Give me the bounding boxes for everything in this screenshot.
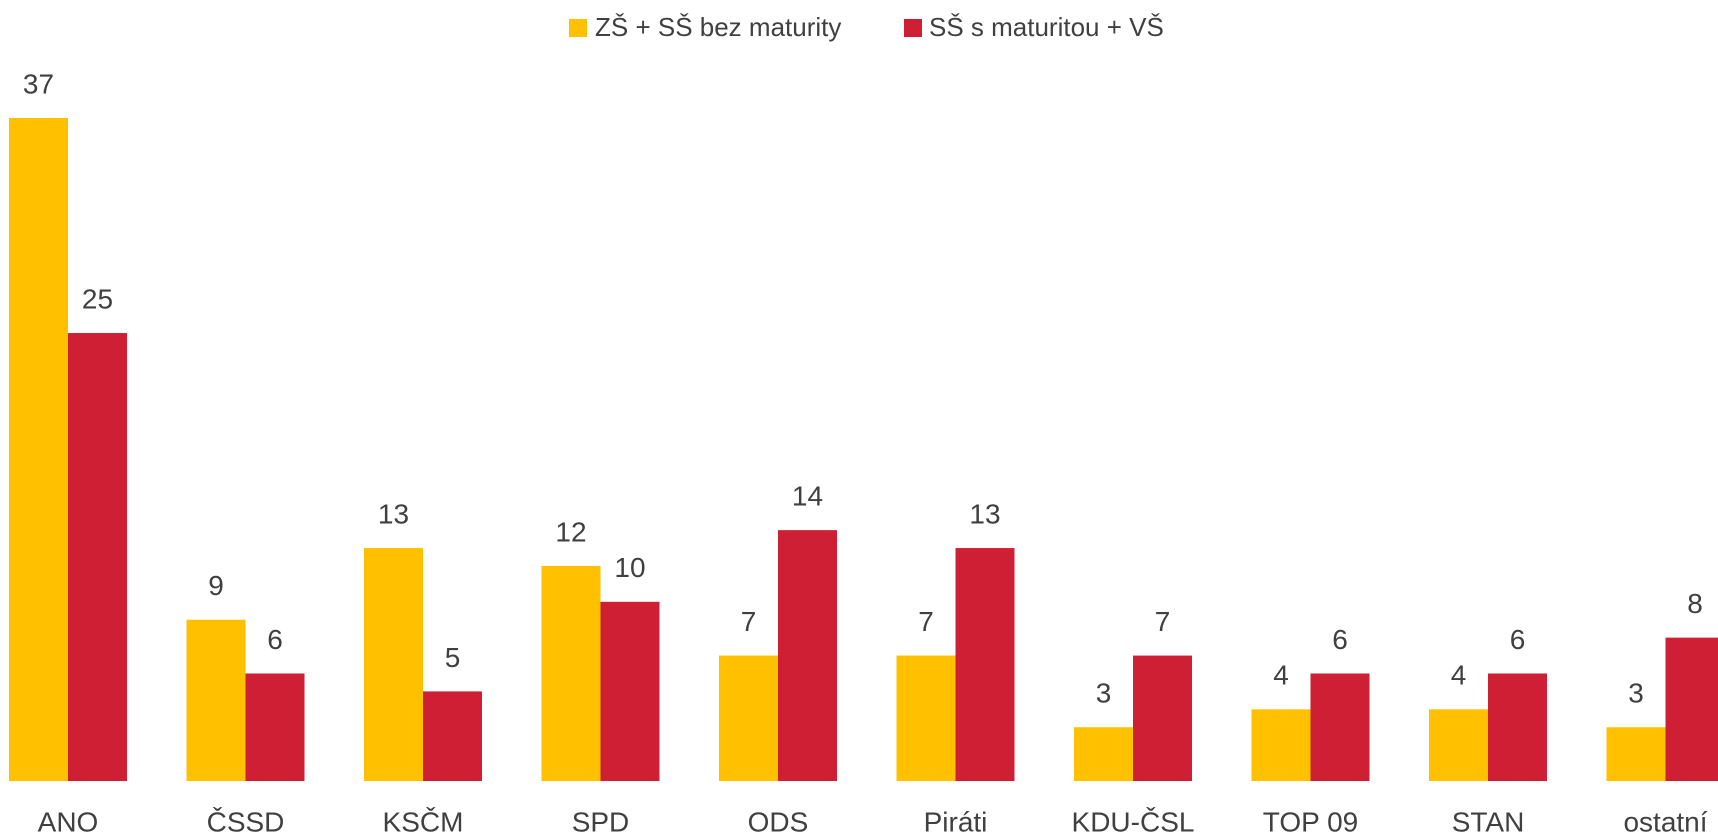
- data-label: 4: [1273, 660, 1289, 691]
- data-label: 5: [445, 642, 461, 673]
- bar: [364, 548, 423, 781]
- bar: [896, 655, 956, 781]
- bar: [1310, 673, 1370, 781]
- legend-label: ZŠ + SŠ bez maturity: [595, 12, 841, 42]
- bar: [955, 548, 1015, 781]
- bar: [186, 619, 246, 781]
- data-label: 4: [1451, 660, 1467, 691]
- bar: [1074, 727, 1133, 781]
- data-label: 12: [555, 516, 586, 547]
- legend-label: SŠ s maturitou + VŠ: [929, 12, 1164, 42]
- data-label: 6: [1510, 624, 1526, 655]
- x-tick-label: KDU-ČSL: [1072, 806, 1195, 836]
- data-label: 13: [378, 498, 409, 529]
- bar: [1251, 709, 1311, 781]
- bar: [9, 118, 68, 781]
- x-tick-label: TOP 09: [1263, 806, 1358, 836]
- data-label: 6: [267, 624, 283, 655]
- x-tick-label: ostatní: [1623, 806, 1707, 836]
- legend-swatch: [904, 19, 922, 37]
- bar: [778, 530, 837, 781]
- data-label: 14: [792, 481, 823, 512]
- data-label: 7: [741, 606, 757, 637]
- data-label: 9: [208, 570, 224, 601]
- bar: [719, 655, 778, 781]
- data-label: 3: [1096, 678, 1112, 709]
- x-tick-label: Piráti: [924, 806, 988, 836]
- bar: [68, 333, 127, 781]
- x-tick-label: ČSSD: [207, 806, 285, 836]
- bar: [1429, 709, 1488, 781]
- bar: [600, 601, 660, 781]
- x-tick-label: SPD: [572, 806, 630, 836]
- data-label: 6: [1332, 624, 1348, 655]
- x-tick-label: STAN: [1452, 806, 1525, 836]
- bar: [541, 565, 601, 781]
- x-tick-label: KSČM: [383, 806, 464, 836]
- data-label: 10: [614, 552, 645, 583]
- legend-swatch: [569, 19, 587, 37]
- data-label: 7: [918, 606, 934, 637]
- bar: [1665, 637, 1718, 781]
- data-label: 37: [23, 68, 54, 99]
- data-label: 7: [1155, 606, 1171, 637]
- x-tick-label: ODS: [748, 806, 809, 836]
- data-label: 3: [1628, 678, 1644, 709]
- data-label: 25: [82, 283, 113, 314]
- bar: [1606, 727, 1666, 781]
- bar: [1133, 655, 1192, 781]
- bar: [1488, 673, 1547, 781]
- data-label: 13: [969, 498, 1000, 529]
- x-tick-label: ANO: [38, 806, 99, 836]
- bar: [423, 691, 482, 781]
- data-label: 8: [1687, 588, 1703, 619]
- bar: [245, 673, 305, 781]
